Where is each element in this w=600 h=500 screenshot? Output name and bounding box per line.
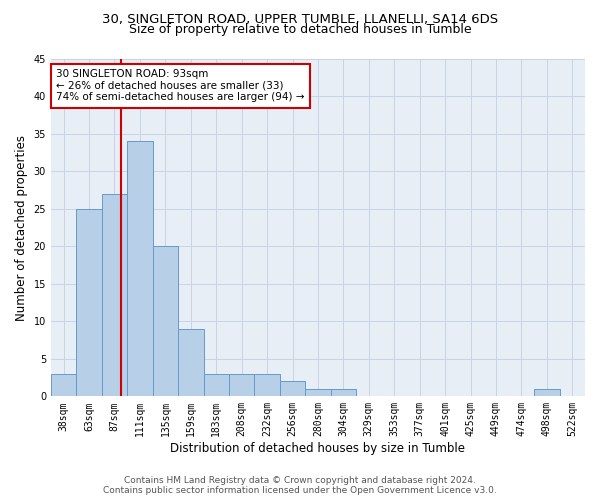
Bar bbox=[51, 374, 76, 396]
Bar bbox=[76, 209, 102, 396]
Bar bbox=[127, 142, 152, 396]
X-axis label: Distribution of detached houses by size in Tumble: Distribution of detached houses by size … bbox=[170, 442, 466, 455]
Bar bbox=[280, 382, 305, 396]
Bar bbox=[229, 374, 254, 396]
Bar bbox=[152, 246, 178, 396]
Bar bbox=[254, 374, 280, 396]
Bar bbox=[178, 329, 203, 396]
Bar bbox=[305, 389, 331, 396]
Bar bbox=[203, 374, 229, 396]
Text: Contains HM Land Registry data © Crown copyright and database right 2024.
Contai: Contains HM Land Registry data © Crown c… bbox=[103, 476, 497, 495]
Bar bbox=[102, 194, 127, 396]
Y-axis label: Number of detached properties: Number of detached properties bbox=[15, 134, 28, 320]
Text: 30, SINGLETON ROAD, UPPER TUMBLE, LLANELLI, SA14 6DS: 30, SINGLETON ROAD, UPPER TUMBLE, LLANEL… bbox=[102, 12, 498, 26]
Bar bbox=[331, 389, 356, 396]
Text: Size of property relative to detached houses in Tumble: Size of property relative to detached ho… bbox=[128, 24, 472, 36]
Bar bbox=[534, 389, 560, 396]
Text: 30 SINGLETON ROAD: 93sqm
← 26% of detached houses are smaller (33)
74% of semi-d: 30 SINGLETON ROAD: 93sqm ← 26% of detach… bbox=[56, 69, 305, 102]
